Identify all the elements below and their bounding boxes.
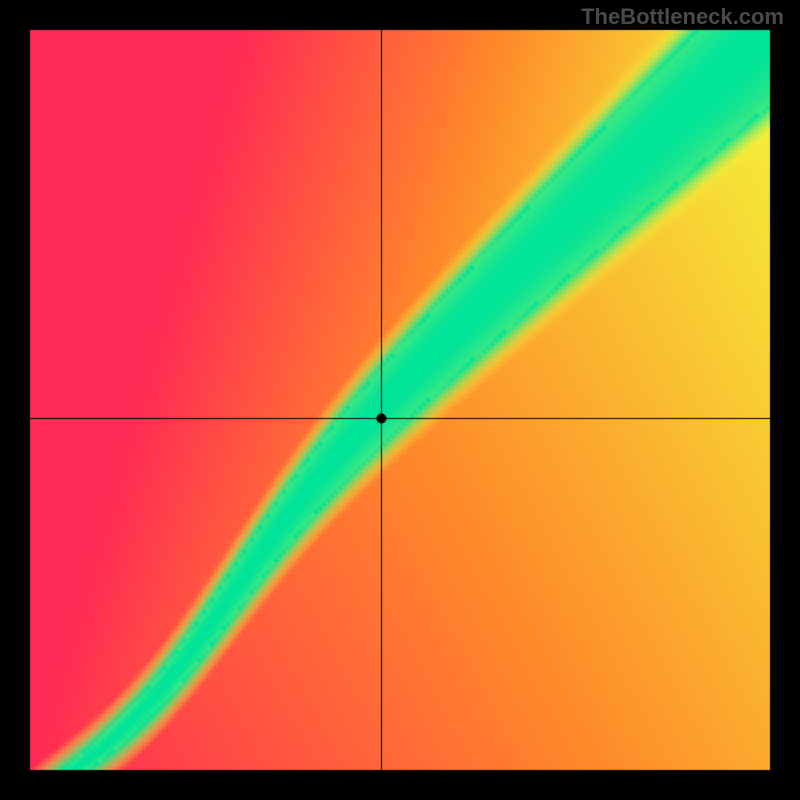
heatmap-canvas (0, 0, 800, 800)
watermark-text: TheBottleneck.com (581, 4, 784, 30)
chart-container: TheBottleneck.com (0, 0, 800, 800)
